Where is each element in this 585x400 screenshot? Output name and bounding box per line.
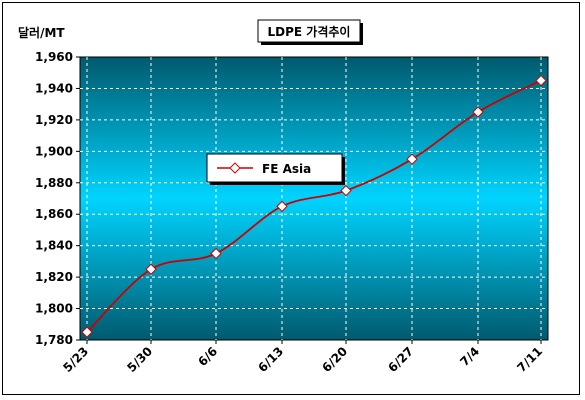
data-point-marker [535, 74, 547, 87]
x-tick-label: 6/20 [319, 344, 350, 375]
y-tick-label: 1,860 [35, 207, 73, 221]
chart-title: LDPE 가격추이 [268, 24, 351, 39]
x-axis-ticks: 5/23 5/30 6/6 6/13 6/20 6/27 7/4 7/11 [60, 340, 545, 375]
y-tick-label: 1,820 [35, 270, 73, 284]
x-tick-label: 6/13 [255, 344, 286, 375]
data-point-marker [210, 247, 222, 260]
y-tick-label: 1,920 [35, 113, 73, 127]
plot-area [79, 56, 549, 341]
legend-label-fe-asia: FE Asia [262, 162, 311, 176]
y-tick-label: 1,900 [35, 144, 73, 158]
data-point-marker [81, 326, 93, 338]
data-point-marker [340, 184, 352, 197]
y-tick-label: 1,940 [35, 81, 73, 95]
data-point-marker [276, 200, 288, 213]
data-point-marker [406, 153, 418, 165]
y-tick-label: 1,780 [35, 333, 73, 347]
data-point-marker [145, 263, 157, 275]
y-axis-label: 달러/MT [18, 25, 65, 40]
x-tick-label: 7/4 [457, 344, 482, 369]
x-tick-label: 6/27 [385, 344, 416, 375]
x-tick-label: 5/30 [124, 344, 155, 375]
chart-title-box: LDPE 가격추이 [257, 19, 363, 45]
y-tick-label: 1,840 [35, 239, 73, 253]
legend-marker-swatch [229, 162, 241, 174]
y-tick-label: 1,880 [35, 176, 73, 190]
y-tick-label: 1,960 [35, 50, 73, 64]
gridlines [80, 57, 548, 340]
x-tick-label: 7/11 [514, 344, 545, 375]
y-axis-ticks: 1,780 1,800 1,820 1,840 1,860 1,880 1,900 1,920… [35, 50, 80, 347]
y-tick-label: 1,800 [35, 302, 73, 316]
series-fe-asia [81, 74, 547, 338]
legend: FE Asia [206, 153, 345, 185]
x-tick-label: 6/6 [195, 344, 220, 369]
x-tick-label: 5/23 [60, 344, 91, 375]
data-point-marker [472, 106, 484, 118]
